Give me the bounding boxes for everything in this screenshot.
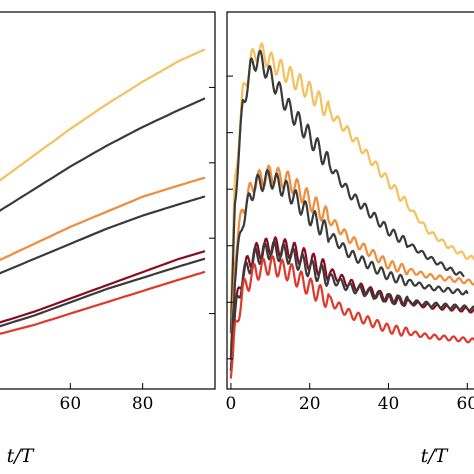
right-x-tick-label: 0: [226, 394, 237, 414]
right-series-line: [229, 164, 474, 353]
left-x-tick-label: 80: [132, 394, 154, 414]
right-series-line: [229, 42, 474, 315]
left-x-axis-label: t/T: [7, 445, 35, 467]
right-x-tick-label: 20: [299, 394, 321, 414]
left-series-line: [0, 195, 206, 275]
left-series-line: [0, 250, 206, 324]
right-x-tick-label: 60: [456, 394, 474, 414]
right-x-tick-label: 40: [378, 394, 400, 414]
right-ticks-group: 0 20 40 60: [226, 75, 474, 414]
left-series-line: [0, 257, 206, 328]
left-series-line: [0, 48, 206, 182]
left-ticks-group: 60 80: [60, 86, 215, 414]
left-plot-frame: [0, 11, 216, 390]
right-series-line: [229, 168, 469, 360]
left-series-group: [0, 48, 206, 335]
left-series-line: [0, 176, 206, 262]
right-panel: 0 20 40 60 t/T: [226, 11, 474, 467]
right-x-axis-label: t/T: [421, 445, 449, 467]
left-series-line: [0, 271, 206, 335]
right-series-line: [229, 240, 474, 372]
right-series-group: [229, 42, 474, 379]
right-series-line: [229, 255, 474, 379]
right-series-line: [229, 49, 465, 334]
left-panel: 60 80 t/T: [0, 11, 216, 467]
left-x-tick-label: 60: [60, 394, 82, 414]
left-series-line: [0, 97, 206, 212]
right-plot-frame: [226, 11, 474, 390]
